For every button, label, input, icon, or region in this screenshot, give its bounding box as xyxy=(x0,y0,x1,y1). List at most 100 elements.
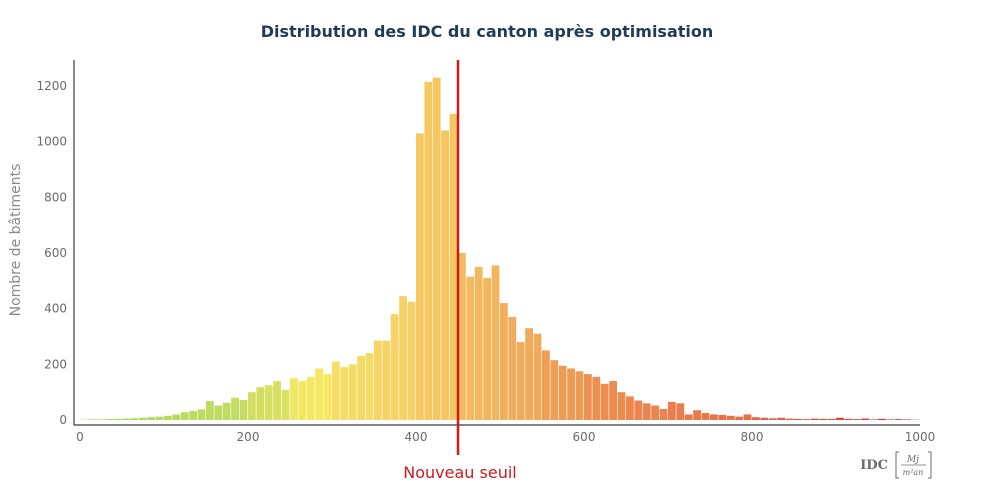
histogram-bar xyxy=(642,403,651,420)
histogram-bar xyxy=(827,418,836,420)
histogram-bar xyxy=(273,381,281,420)
chart-title: Distribution des IDC du canton après opt… xyxy=(261,22,714,41)
histogram-bar xyxy=(575,371,584,420)
histogram-bar xyxy=(432,77,441,421)
histogram-bar xyxy=(651,405,659,420)
x-tick-label: 800 xyxy=(741,430,764,444)
histogram-bar xyxy=(542,350,550,420)
x-tick-label: 1000 xyxy=(905,430,936,444)
histogram-bar xyxy=(248,392,256,420)
histogram-bar xyxy=(558,365,567,420)
histogram-bar xyxy=(600,383,609,420)
histogram-bar xyxy=(340,367,349,420)
x-tick-labels: 0 200 400 600 800 1000 xyxy=(76,430,935,444)
histogram-bar xyxy=(231,397,239,420)
histogram-bar xyxy=(533,333,542,420)
histogram-bar xyxy=(189,411,197,420)
histogram-bar xyxy=(886,419,895,420)
histogram-bar xyxy=(306,376,315,420)
histogram-bar xyxy=(508,317,517,420)
histogram-bar xyxy=(180,412,189,420)
histogram-bar xyxy=(407,301,416,420)
histogram-bar xyxy=(348,364,357,420)
histogram-bar xyxy=(122,418,130,420)
histogram-bar xyxy=(710,414,718,420)
histogram-bar xyxy=(290,378,298,420)
histogram-bar xyxy=(96,419,105,420)
histogram-bar xyxy=(567,368,575,420)
histogram-bar xyxy=(617,392,626,420)
histogram-bar xyxy=(516,342,525,420)
histogram-bar xyxy=(844,418,853,420)
histogram-bar xyxy=(802,419,811,420)
y-axis-label: Nombre de bâtiments xyxy=(8,164,24,317)
x-axis-unit-denominator: m²an xyxy=(903,468,924,477)
histogram-bar xyxy=(903,419,911,420)
y-tick-label: 200 xyxy=(44,357,67,371)
histogram-bar xyxy=(113,418,122,420)
x-axis-unit-numerator: Mj xyxy=(906,455,919,465)
histogram-bar xyxy=(794,418,802,420)
histogram-bar xyxy=(668,401,676,420)
histogram-bar xyxy=(298,381,307,420)
y-tick-label: 1000 xyxy=(36,135,67,149)
histogram-bar xyxy=(332,361,340,420)
histogram-bar xyxy=(634,400,643,420)
histogram-bar xyxy=(659,408,668,420)
histogram-bar xyxy=(869,419,878,420)
y-tick-label: 800 xyxy=(44,190,67,204)
histogram-bar xyxy=(466,276,475,420)
histogram-bar xyxy=(214,405,223,420)
histogram-bar xyxy=(256,387,265,420)
y-tick-labels: 0 200 400 600 800 1000 1200 xyxy=(36,79,67,427)
histogram-bar xyxy=(752,417,760,420)
histogram-bar xyxy=(584,374,592,420)
histogram-bar xyxy=(357,355,365,420)
histogram-bar xyxy=(550,360,559,420)
histogram-bar xyxy=(836,417,844,420)
x-tick-label: 200 xyxy=(237,430,260,444)
histogram-bar xyxy=(701,413,710,420)
histogram-bar xyxy=(206,401,214,420)
histogram-bar xyxy=(810,418,819,420)
histogram-bar xyxy=(500,303,508,420)
histogram-bar xyxy=(239,399,248,420)
histogram-bar xyxy=(138,417,147,420)
histogram-bar xyxy=(197,409,206,420)
histogram-bar xyxy=(684,414,693,420)
x-axis-label-name: IDC xyxy=(860,458,888,473)
y-tick-label: 1200 xyxy=(36,79,67,93)
histogram-bar xyxy=(365,353,374,420)
histogram-bar xyxy=(525,328,533,420)
histogram-bar xyxy=(281,389,290,420)
threshold-label: Nouveau seuil xyxy=(403,463,516,482)
histogram-bars xyxy=(80,77,920,421)
histogram-bar xyxy=(441,130,449,420)
histogram-bar xyxy=(483,278,491,420)
histogram-bar xyxy=(609,381,617,420)
histogram-bar xyxy=(323,374,332,420)
y-tick-label: 600 xyxy=(44,246,67,260)
histogram-bar xyxy=(315,368,323,420)
histogram-bar xyxy=(399,296,407,420)
x-tick-label: 600 xyxy=(573,430,596,444)
histogram-bar xyxy=(424,81,433,420)
histogram-bar xyxy=(264,385,273,420)
histogram-bar xyxy=(449,113,458,420)
histogram-bar xyxy=(785,418,794,420)
y-tick-label: 400 xyxy=(44,302,67,316)
histogram-bar xyxy=(768,418,777,420)
histogram-bar xyxy=(474,266,483,420)
histogram-bar xyxy=(743,414,752,420)
histogram-bar xyxy=(491,265,500,420)
histogram-bar xyxy=(172,414,181,420)
x-tick-label: 0 xyxy=(76,430,84,444)
histogram-bar xyxy=(374,340,382,420)
histogram-bar xyxy=(819,418,827,420)
histogram-bar xyxy=(726,415,735,420)
histogram-bar xyxy=(416,133,424,420)
y-tick-label: 0 xyxy=(59,413,67,427)
histogram-bar xyxy=(130,418,139,420)
bracket-left-icon xyxy=(895,451,899,479)
